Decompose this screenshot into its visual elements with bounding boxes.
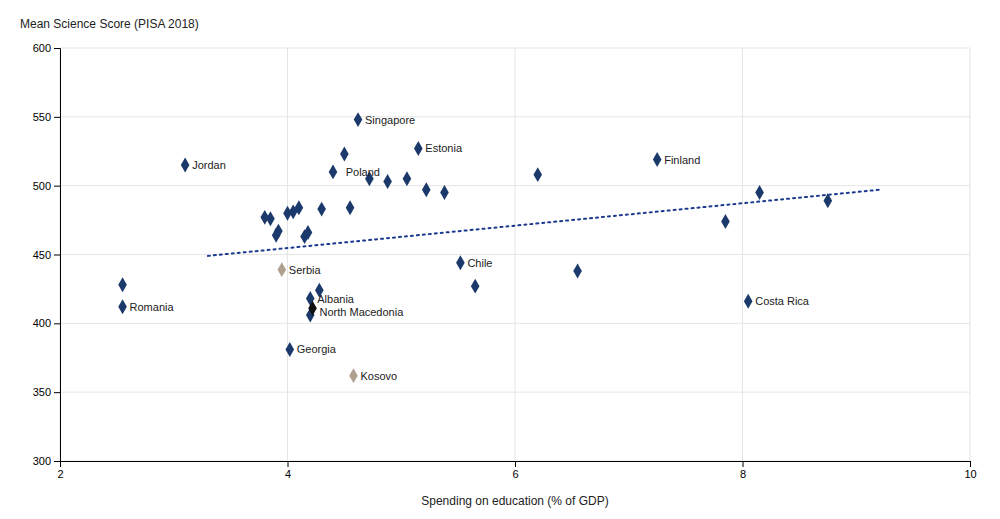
y-tick: 300 [33, 455, 60, 467]
y-tick-line [54, 323, 60, 324]
point [329, 164, 338, 179]
point [266, 211, 275, 226]
point [285, 342, 294, 357]
point [755, 185, 764, 200]
grid-line-x [515, 48, 516, 461]
point [744, 294, 753, 309]
y-tick-label: 550 [33, 111, 51, 123]
annotation: Chile [467, 257, 492, 269]
y-tick-label: 400 [33, 317, 51, 329]
grid-line-x [287, 48, 288, 461]
annotation: Georgia [297, 343, 337, 355]
point [824, 193, 833, 208]
point [118, 299, 127, 314]
x-tick-label: 6 [512, 468, 518, 480]
point [354, 112, 363, 127]
chart-container: 2 4 6 8 10 300 350 400 450 500 550 600 Romania Jordan… [0, 0, 1000, 519]
point [118, 277, 127, 292]
x-tick-label: 2 [57, 468, 63, 480]
y-tick-line [54, 186, 60, 187]
x-tick: 2 [57, 461, 63, 480]
y-axis-line [54, 49, 61, 462]
x-tick-label: 10 [964, 468, 976, 480]
x-axis-line [61, 462, 971, 468]
point [403, 171, 412, 186]
point [456, 255, 465, 270]
annotation: Estonia [425, 142, 463, 154]
x-tick: 10 [964, 461, 976, 480]
annotation: Poland [346, 166, 380, 178]
y-tick: 600 [33, 42, 60, 54]
marks [118, 112, 879, 383]
point [573, 264, 582, 279]
x-tick-line [970, 461, 971, 467]
y-tick-label: 500 [33, 180, 51, 192]
point [653, 152, 662, 167]
y-tick: 550 [33, 111, 60, 123]
point-series [118, 112, 832, 357]
x-tick: 8 [740, 461, 746, 480]
y-tick-line [54, 117, 60, 118]
x-tick-label: 8 [740, 468, 746, 480]
plot: 2 4 6 8 10 300 350 400 450 500 550 600 Romania Jordan… [33, 42, 977, 480]
y-tick-line [54, 461, 60, 462]
point [414, 141, 423, 156]
point [317, 202, 326, 217]
point-series [308, 301, 317, 316]
grid-line-x [742, 48, 743, 461]
y-tick-line [54, 48, 60, 49]
point [533, 167, 542, 182]
grid [60, 48, 970, 461]
y-tick-label: 600 [33, 42, 51, 54]
x-axis: 2 4 6 8 10 [57, 461, 976, 480]
y-axis: 300 350 400 450 500 550 600 [33, 42, 61, 467]
x-tick: 4 [285, 461, 291, 480]
annotation: Costa Rica [755, 295, 810, 307]
point [383, 174, 392, 189]
chart-svg: 2 4 6 8 10 300 350 400 450 500 550 600 Romania Jordan… [0, 0, 1000, 519]
point [181, 158, 190, 173]
point [278, 262, 287, 277]
annotation: Singapore [365, 114, 415, 126]
trend-line [208, 190, 879, 256]
point [304, 225, 313, 240]
point [471, 279, 480, 294]
y-tick-label: 300 [33, 455, 51, 467]
x-tick-label: 4 [285, 468, 291, 480]
x-tick-line [743, 461, 744, 467]
y-tick-line [54, 392, 60, 393]
x-tick-line [288, 461, 289, 467]
annotation: Jordan [192, 159, 226, 171]
y-tick: 350 [33, 386, 60, 398]
y-tick-label: 450 [33, 249, 51, 261]
x-tick: 6 [512, 461, 518, 480]
point [274, 224, 283, 239]
point [308, 301, 317, 316]
point [721, 214, 730, 229]
point [440, 185, 449, 200]
point [295, 200, 304, 215]
y-tick: 450 [33, 249, 60, 261]
point [340, 147, 349, 162]
grid-line-x [970, 48, 971, 461]
y-tick-label: 350 [33, 386, 51, 398]
point [349, 368, 358, 383]
x-axis-title: Spending on education (% of GDP) [421, 494, 608, 508]
y-tick-line [54, 255, 60, 256]
annotation: North Macedonia [320, 306, 405, 318]
point [346, 200, 355, 215]
y-tick: 500 [33, 180, 60, 192]
x-tick-line [515, 461, 516, 467]
annotation: Albania [317, 293, 355, 305]
annotation: Romania [130, 301, 175, 313]
annotation: Finland [664, 154, 700, 166]
point [422, 182, 431, 197]
annotation: Kosovo [360, 370, 397, 382]
point-series [278, 262, 358, 383]
annotations: Romania Jordan Serbia AlbaniaNorth Macedoni… [130, 114, 810, 382]
annotation: Serbia [289, 264, 322, 276]
y-axis-title: Mean Science Score (PISA 2018) [20, 17, 199, 31]
y-tick: 400 [33, 317, 60, 329]
